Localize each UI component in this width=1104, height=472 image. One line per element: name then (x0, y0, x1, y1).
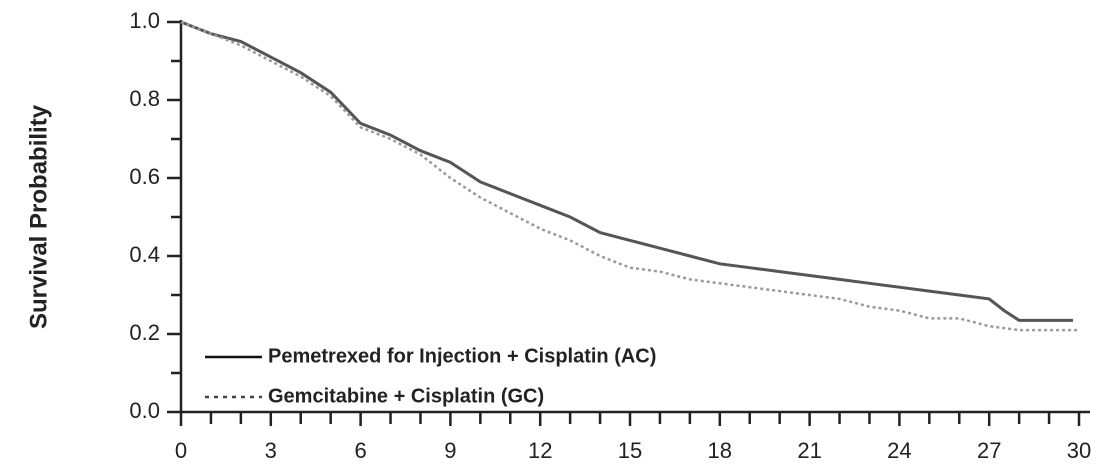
x-tick-label: 27 (977, 438, 1001, 463)
y-tick-label: 0.6 (129, 164, 160, 189)
x-tick-label: 15 (618, 438, 642, 463)
x-tick-label: 18 (708, 438, 732, 463)
survival-curve (180, 20, 1079, 332)
x-tick-label: 21 (797, 438, 821, 463)
legend-label: Pemetrexed for Injection + Cisplatin (AC… (268, 345, 656, 367)
x-tick-label: 30 (1067, 438, 1091, 463)
survival-curve (180, 20, 1074, 322)
x-tick-label: 9 (444, 438, 456, 463)
x-tick-label: 6 (354, 438, 366, 463)
x-tick-label: 3 (265, 438, 277, 463)
legend-label: Gemcitabine + Cisplatin (GC) (268, 385, 544, 407)
y-tick-label: 0.4 (129, 242, 160, 267)
x-tick-label: 24 (887, 438, 911, 463)
x-tick-label: 12 (528, 438, 552, 463)
y-tick-label: 0.2 (129, 320, 160, 345)
x-tick-label: 0 (175, 438, 187, 463)
y-tick-label: 1.0 (129, 8, 160, 33)
y-tick-label: 0.8 (129, 86, 160, 111)
y-tick-label: 0.0 (129, 398, 160, 423)
y-axis-label: Survival Probability (25, 104, 52, 329)
